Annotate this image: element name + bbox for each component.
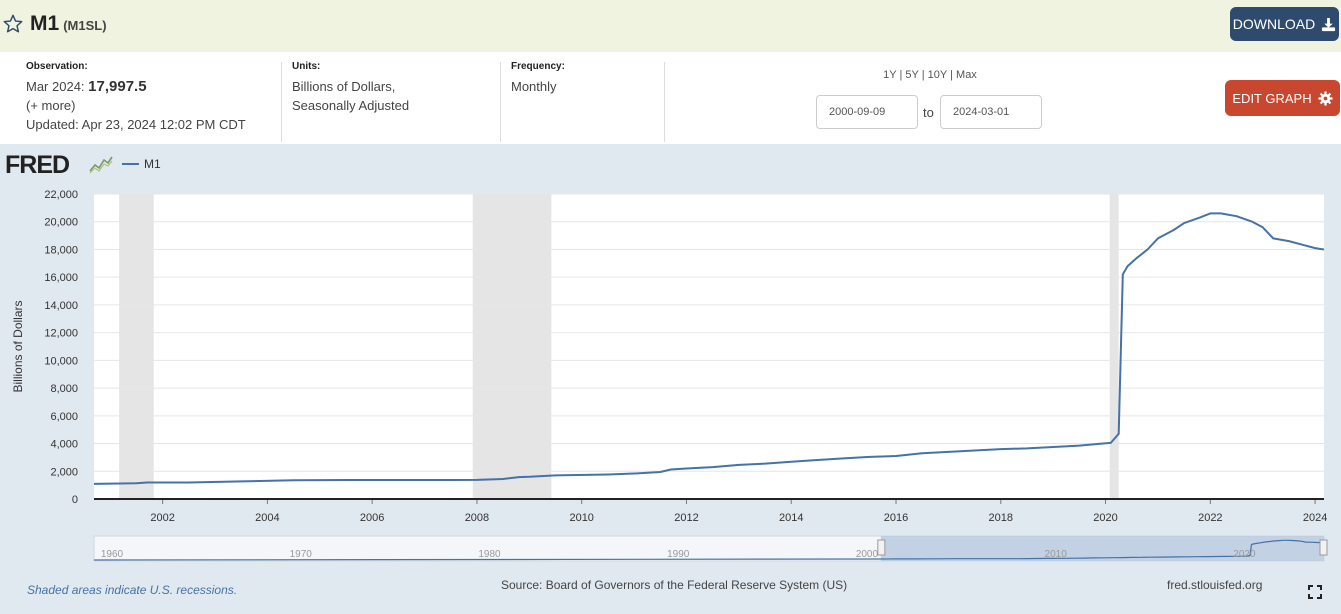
divider <box>664 62 665 142</box>
navigator-label: 1970 <box>290 549 313 560</box>
plot-background <box>94 194 1324 499</box>
units-line1: Billions of Dollars, <box>292 79 396 94</box>
x-tick-label: 2024 <box>1303 512 1327 524</box>
fred-chart-icon <box>89 156 113 174</box>
navigator-label: 2010 <box>1045 549 1068 560</box>
download-icon <box>1322 17 1336 31</box>
observation-period: Mar 2024: <box>26 79 85 94</box>
y-tick-label: 4,000 <box>50 439 78 451</box>
title-bar: M1 (M1SL) DOWNLOAD <box>0 0 1341 52</box>
site-link[interactable]: fred.stlouisfed.org <box>1167 578 1263 592</box>
start-date-input[interactable]: 2000-09-09 <box>816 95 918 129</box>
series-name: M1 <box>30 12 60 35</box>
navigator-label: 1990 <box>667 549 690 560</box>
date-to-label: to <box>923 105 934 120</box>
frequency-value: Monthly <box>511 79 557 94</box>
chart-area: 0 2,000 4,000 6,000 8,000 10,000 12,000 14,000 1… <box>0 144 1341 614</box>
range-10y[interactable]: 10Y <box>927 69 948 81</box>
frequency-block: Frequency: Monthly <box>511 61 661 141</box>
observation-label: Observation: <box>26 61 88 72</box>
x-tick-label: 2022 <box>1198 512 1222 524</box>
navigator-label: 1960 <box>101 549 124 560</box>
recession-note: Shaded areas indicate U.S. recessions. <box>27 583 238 597</box>
updated-value: Apr 23, 2024 12:02 PM CDT <box>81 117 246 132</box>
navigator-selection <box>880 536 1324 561</box>
range-5y[interactable]: 5Y <box>905 69 919 81</box>
fullscreen-icon[interactable] <box>1308 585 1322 599</box>
legend-label: M1 <box>144 157 161 171</box>
y-tick-label: 2,000 <box>50 466 78 478</box>
frequency-label: Frequency: <box>511 61 565 72</box>
recession-band <box>472 194 552 499</box>
navigator-handle-left[interactable] <box>877 539 886 556</box>
range-1y[interactable]: 1Y <box>883 69 897 81</box>
navigator-handle-right[interactable] <box>1319 539 1328 556</box>
y-tick-label: 20,000 <box>44 217 78 229</box>
divider <box>500 62 501 142</box>
y-axis-label: Billions of Dollars <box>11 300 25 392</box>
star-icon[interactable] <box>2 13 24 35</box>
y-tick-label: 22,000 <box>44 189 78 201</box>
edit-graph-label: EDIT GRAPH <box>1232 90 1312 106</box>
navigator-label: 2000 <box>856 549 879 560</box>
metadata-panel: Observation: Mar 2024: 17,997.5 (+ more)… <box>0 52 1341 144</box>
series-line-m1 <box>93 212 1325 485</box>
y-tick-label: 14,000 <box>44 300 78 312</box>
edit-graph-button[interactable]: EDIT GRAPH <box>1225 80 1340 116</box>
fred-logo: FRED <box>5 151 70 179</box>
observation-block: Observation: Mar 2024: 17,997.5 (+ more)… <box>26 61 276 141</box>
x-tick-label: 2006 <box>360 512 384 524</box>
download-label: DOWNLOAD <box>1232 16 1316 32</box>
gear-icon <box>1318 90 1333 106</box>
x-tick-label: 2018 <box>989 512 1013 524</box>
navigator-label: 2020 <box>1233 549 1256 560</box>
x-tick-label: 2002 <box>150 512 174 524</box>
recession-band <box>119 194 154 499</box>
y-tick-label: 8,000 <box>50 383 78 395</box>
series-code: (M1SL) <box>63 18 107 33</box>
y-tick-label: 6,000 <box>50 411 78 423</box>
legend-line <box>122 163 139 165</box>
navigator-label: 1980 <box>478 549 501 560</box>
source-text: Source: Board of Governors of the Federa… <box>501 578 848 592</box>
x-tick-label: 2016 <box>884 512 908 524</box>
units-label: Units: <box>292 61 321 72</box>
y-tick-label: 0 <box>72 494 78 506</box>
divider <box>281 62 282 142</box>
units-block: Units: Billions of Dollars, Seasonally A… <box>292 61 492 141</box>
y-tick-label: 16,000 <box>44 272 78 284</box>
navigator-series <box>93 539 1325 561</box>
series-title: M1 (M1SL) <box>30 12 107 36</box>
y-tick-label: 10,000 <box>44 355 78 367</box>
download-button[interactable]: DOWNLOAD <box>1230 7 1339 41</box>
y-tick-label: 12,000 <box>44 328 78 340</box>
updated-label: Updated: <box>26 117 79 132</box>
y-tick-label: 18,000 <box>44 244 78 256</box>
chart-svg: 0 2,000 4,000 6,000 8,000 10,000 12,000 14,000 1… <box>11 189 1328 562</box>
x-tick-label: 2012 <box>674 512 698 524</box>
x-tick-label: 2020 <box>1093 512 1117 524</box>
chart-legend: M1 <box>122 157 161 171</box>
x-tick-label: 2004 <box>255 512 279 524</box>
x-tick-label: 2010 <box>569 512 593 524</box>
recession-band <box>1109 194 1119 499</box>
end-date-input[interactable]: 2024-03-01 <box>940 95 1042 129</box>
x-tick-label: 2014 <box>779 512 803 524</box>
range-selector: 1Y | 5Y | 10Y | Max <box>883 69 977 81</box>
more-link[interactable]: (+ more) <box>26 98 76 113</box>
units-line2: Seasonally Adjusted <box>292 98 410 113</box>
x-tick-label: 2008 <box>465 512 489 524</box>
observation-value: 17,997.5 <box>88 78 147 95</box>
range-max[interactable]: Max <box>956 69 977 81</box>
